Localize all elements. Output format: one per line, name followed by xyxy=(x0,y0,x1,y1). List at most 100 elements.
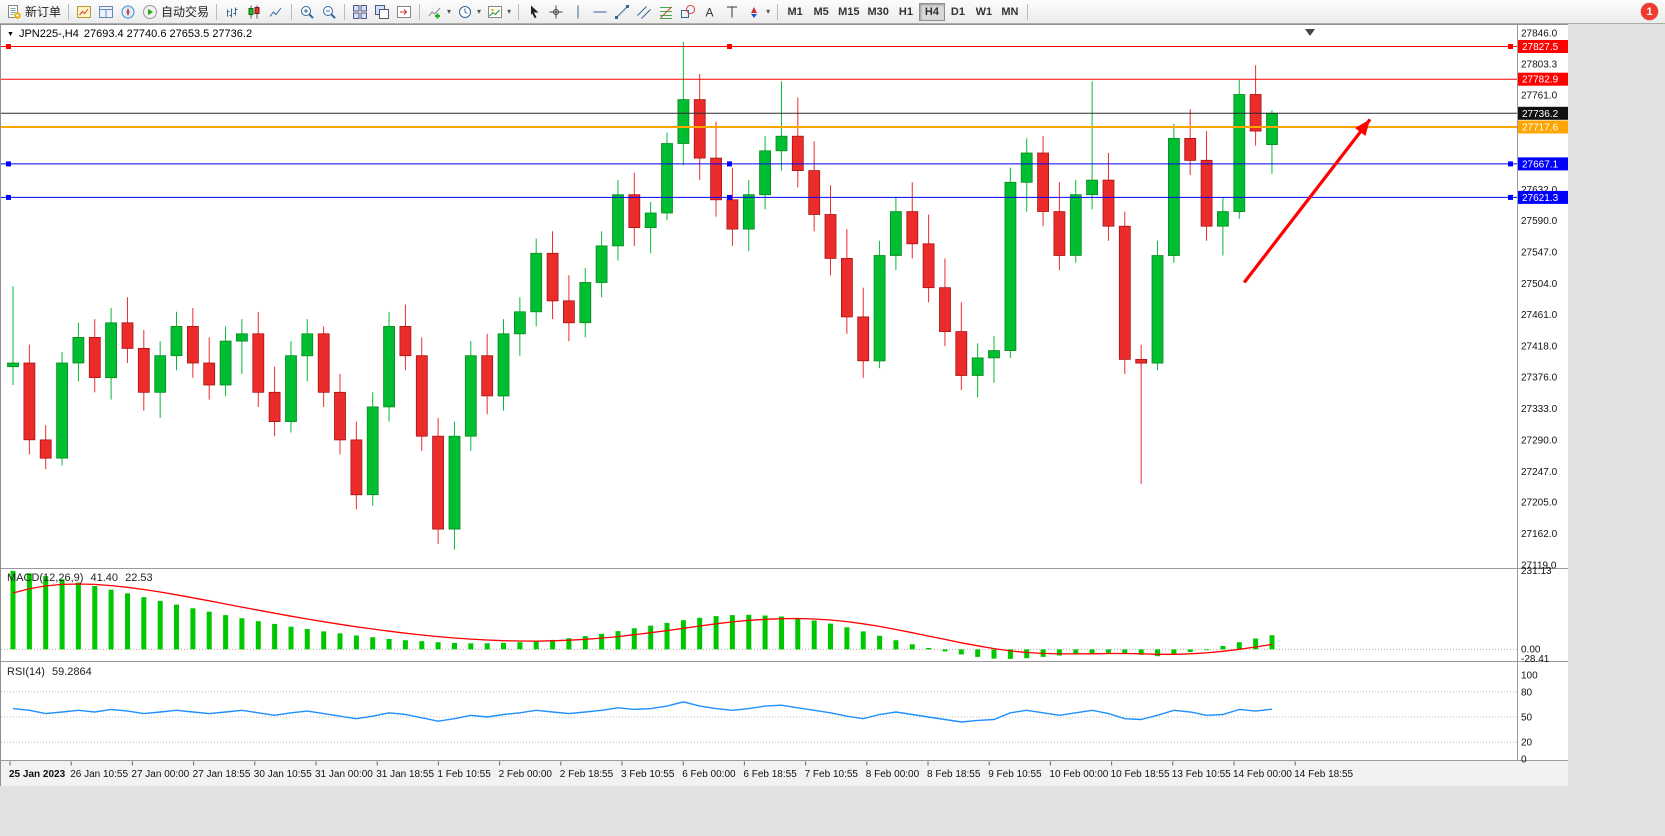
candle-down xyxy=(939,287,951,333)
selection-handle[interactable] xyxy=(1508,161,1513,167)
bar-chart-mode-button[interactable] xyxy=(221,2,243,22)
zoom-in-button[interactable] xyxy=(296,2,318,22)
candle-up xyxy=(1069,194,1082,256)
line-chart-mode-button[interactable] xyxy=(265,2,287,22)
svg-text:27717.6: 27717.6 xyxy=(1522,123,1559,134)
trendline-tool-button[interactable] xyxy=(611,2,633,22)
label-tool-button[interactable] xyxy=(721,2,743,22)
chart-canvas[interactable]: 27846.0 27803.3 27761.0 27632.0 27590.0 27547… xyxy=(1,25,1568,786)
tile-windows-button[interactable] xyxy=(349,2,371,22)
timeframe-d1-button[interactable]: D1 xyxy=(945,3,971,21)
timeframe-mn-button[interactable]: MN xyxy=(997,3,1023,21)
main-toolbar: 新订单 自动交易 ▾ ▾ ▾ A ▾ M1 M5 M15 M30 H1 H4 D1 W1 MN xyxy=(0,0,1665,24)
timeframe-m5-button[interactable]: M5 xyxy=(808,3,834,21)
candle-up xyxy=(759,150,771,196)
notification-badge[interactable]: 1 xyxy=(1641,3,1658,20)
candle-down xyxy=(186,325,199,364)
macd-histogram-bar xyxy=(1056,649,1062,656)
zoom-out-button[interactable] xyxy=(318,2,340,22)
crosshair-tool-button[interactable] xyxy=(545,2,567,22)
channel-tool-button[interactable] xyxy=(633,2,655,22)
market-watch-button[interactable] xyxy=(73,2,95,22)
macd-histogram-bar xyxy=(141,597,147,650)
macd-histogram-bar xyxy=(680,620,686,650)
horizontal-line-tool-button[interactable] xyxy=(589,2,611,22)
macd-histogram-bar xyxy=(206,611,212,650)
shapes-tool-button[interactable] xyxy=(677,2,699,22)
vertical-line-tool-button[interactable] xyxy=(567,2,589,22)
timeframe-h1-button[interactable]: H1 xyxy=(893,3,919,21)
chart-shift-marker[interactable] xyxy=(1305,29,1315,36)
selection-handle[interactable] xyxy=(1508,44,1513,49)
templates-button[interactable]: ▾ xyxy=(484,2,514,22)
toolbar-separator xyxy=(68,3,70,20)
macd-histogram-bar xyxy=(828,623,833,650)
macd-histogram-bar xyxy=(157,600,163,650)
macd-histogram-bar xyxy=(582,636,588,650)
macd-histogram-bar xyxy=(1253,638,1259,650)
navigator-icon xyxy=(121,5,135,18)
toolbar-separator xyxy=(291,3,293,20)
hline-27621.3[interactable] xyxy=(1,194,1517,200)
macd-histogram-bar xyxy=(958,649,964,655)
macd-histogram-bar xyxy=(1236,642,1242,650)
timeframe-m30-button[interactable]: M30 xyxy=(864,3,893,21)
selection-handle[interactable] xyxy=(727,44,732,49)
selection-handle[interactable] xyxy=(1508,194,1513,200)
selection-handle[interactable] xyxy=(6,161,11,167)
macd-histogram-bar xyxy=(255,621,261,650)
new-order-button[interactable]: 新订单 xyxy=(3,2,64,22)
hline-27827.5[interactable] xyxy=(1,44,1517,49)
navigator-button[interactable] xyxy=(117,2,139,22)
macd-histogram-bar xyxy=(566,638,572,650)
selection-handle[interactable] xyxy=(727,161,732,167)
text-tool-button[interactable]: A xyxy=(699,2,721,22)
dropdown-caret-icon: ▾ xyxy=(477,7,482,16)
periods-button[interactable]: ▾ xyxy=(454,2,484,22)
timeframe-h4-button[interactable]: H4 xyxy=(918,2,945,21)
time-label: 1 Feb 10:55 xyxy=(437,769,491,780)
macd-axis-label: 0.00 xyxy=(1521,644,1541,655)
candle-up xyxy=(235,333,248,342)
autotrading-button[interactable]: 自动交易 xyxy=(139,2,212,22)
selection-handle[interactable] xyxy=(6,194,11,200)
macd-histogram-bar xyxy=(435,642,441,650)
candle-down xyxy=(857,316,870,362)
candle-down xyxy=(1053,211,1066,256)
time-label: 10 Feb 00:00 xyxy=(1049,769,1108,780)
rsi-value: 59.2864 xyxy=(51,666,92,678)
selection-handle[interactable] xyxy=(6,44,11,49)
candle-down xyxy=(546,252,559,302)
chart-shift-button[interactable] xyxy=(393,2,415,22)
arrows-tool-button[interactable]: ▾ xyxy=(743,2,773,22)
macd-name: MACD(12,26,9) xyxy=(7,572,84,584)
time-label: 30 Jan 10:55 xyxy=(254,769,312,780)
timeframe-w1-button[interactable]: W1 xyxy=(971,3,997,21)
cascade-windows-button[interactable] xyxy=(371,2,393,22)
indicators-button[interactable]: ▾ xyxy=(424,2,454,22)
macd-histogram-bar xyxy=(59,579,65,650)
cursor-tool-button[interactable] xyxy=(523,2,545,22)
timeframe-m1-button[interactable]: M1 xyxy=(782,3,808,21)
price-tick-label: 27376.0 xyxy=(1521,372,1558,383)
candlestick-mode-button[interactable] xyxy=(243,2,265,22)
fibonacci-tool-button[interactable] xyxy=(655,2,677,22)
macd-histogram-bar xyxy=(713,616,719,650)
trend-arrow[interactable] xyxy=(1242,118,1372,284)
time-label: 2 Feb 00:00 xyxy=(499,769,553,780)
candle-up xyxy=(170,325,183,357)
candle-up xyxy=(988,350,1000,359)
svg-text:27782.9: 27782.9 xyxy=(1522,75,1559,86)
vline-icon xyxy=(577,5,579,18)
chart-menu-icon[interactable]: ▼ xyxy=(7,30,14,38)
macd-histogram-bar xyxy=(615,631,621,650)
candle-down xyxy=(317,333,330,393)
data-window-button[interactable] xyxy=(95,2,117,22)
selection-handle[interactable] xyxy=(727,194,732,200)
timeframe-m15-button[interactable]: M15 xyxy=(834,3,863,21)
candle-down xyxy=(252,333,265,393)
time-label: 25 Jan 2023 xyxy=(9,769,66,780)
hline-27667.1[interactable] xyxy=(1,161,1517,167)
candle-up xyxy=(72,336,85,364)
rsi-axis-label: 0 xyxy=(1521,755,1527,766)
